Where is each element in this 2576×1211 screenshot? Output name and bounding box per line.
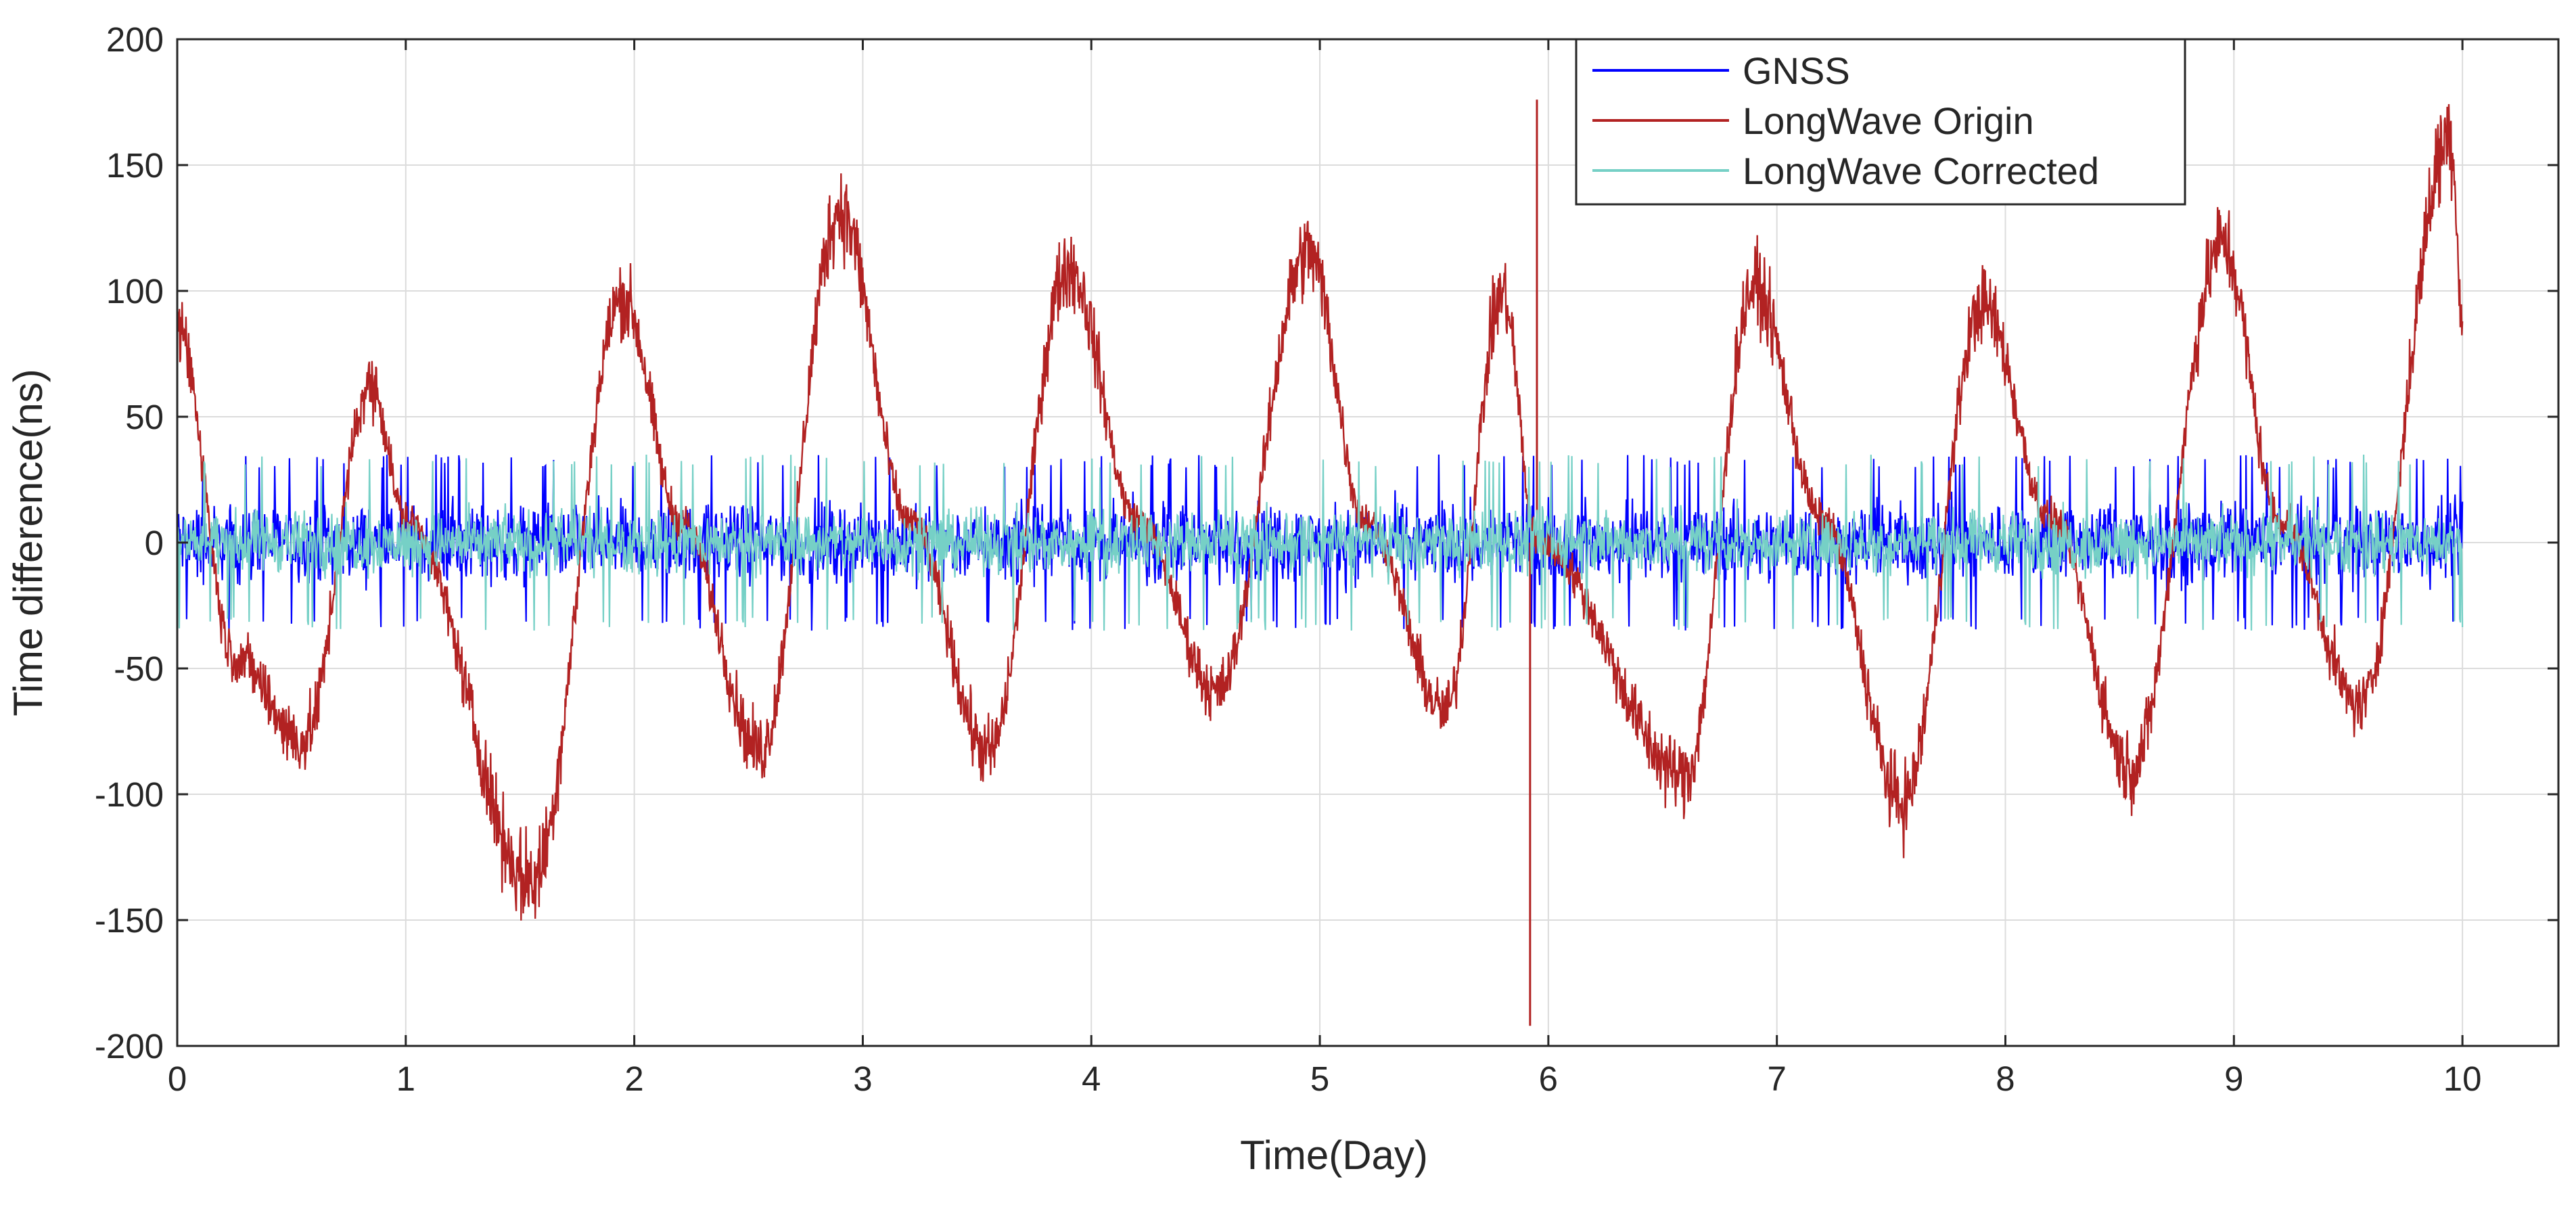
- x-tick-label-6: 6: [1539, 1059, 1558, 1098]
- legend-label-2: LongWave Corrected: [1743, 150, 2099, 192]
- y-tick-label-0: 200: [106, 20, 164, 59]
- y-tick-label-6: -100: [95, 775, 164, 814]
- y-tick-label-8: -200: [95, 1027, 164, 1066]
- y-tick-label-2: 100: [106, 272, 164, 311]
- y-tick-label-4: 0: [145, 524, 164, 562]
- legend-label-0: GNSS: [1743, 49, 1850, 92]
- y-tick-label-3: 50: [125, 398, 164, 436]
- x-tick-label-10: 10: [2443, 1059, 2482, 1098]
- x-tick-label-9: 9: [2224, 1059, 2243, 1098]
- series-longwave-origin-line: [177, 104, 2464, 921]
- legend: GNSS LongWave Origin LongWave Corrected: [1575, 38, 2186, 206]
- x-tick-label-5: 5: [1310, 1059, 1329, 1098]
- x-axis-title: Time(Day): [1240, 1133, 1428, 1178]
- x-tick-label-2: 2: [624, 1059, 643, 1098]
- x-tick-label-4: 4: [1082, 1059, 1101, 1098]
- legend-label-1: LongWave Origin: [1743, 99, 2034, 142]
- y-axis-title: Time difference(ns): [5, 369, 51, 716]
- x-tick-label-0: 0: [168, 1059, 187, 1098]
- plot-area: [177, 99, 2464, 1026]
- y-tick-label-5: -50: [114, 649, 164, 688]
- y-tick-label-7: -150: [95, 901, 164, 940]
- y-tick-label-1: 150: [106, 146, 164, 185]
- series-longwave-corrected-line: [177, 454, 2464, 631]
- x-tick-label-7: 7: [1767, 1059, 1786, 1098]
- x-tick-label-8: 8: [1996, 1059, 2015, 1098]
- ticks: 0 1 2 3 4 5 6 7 8 9 10 200 150 100 50 0 -50 -100 -150 -200: [95, 20, 2558, 1098]
- x-tick-label-3: 3: [853, 1059, 872, 1098]
- x-tick-label-1: 1: [396, 1059, 415, 1098]
